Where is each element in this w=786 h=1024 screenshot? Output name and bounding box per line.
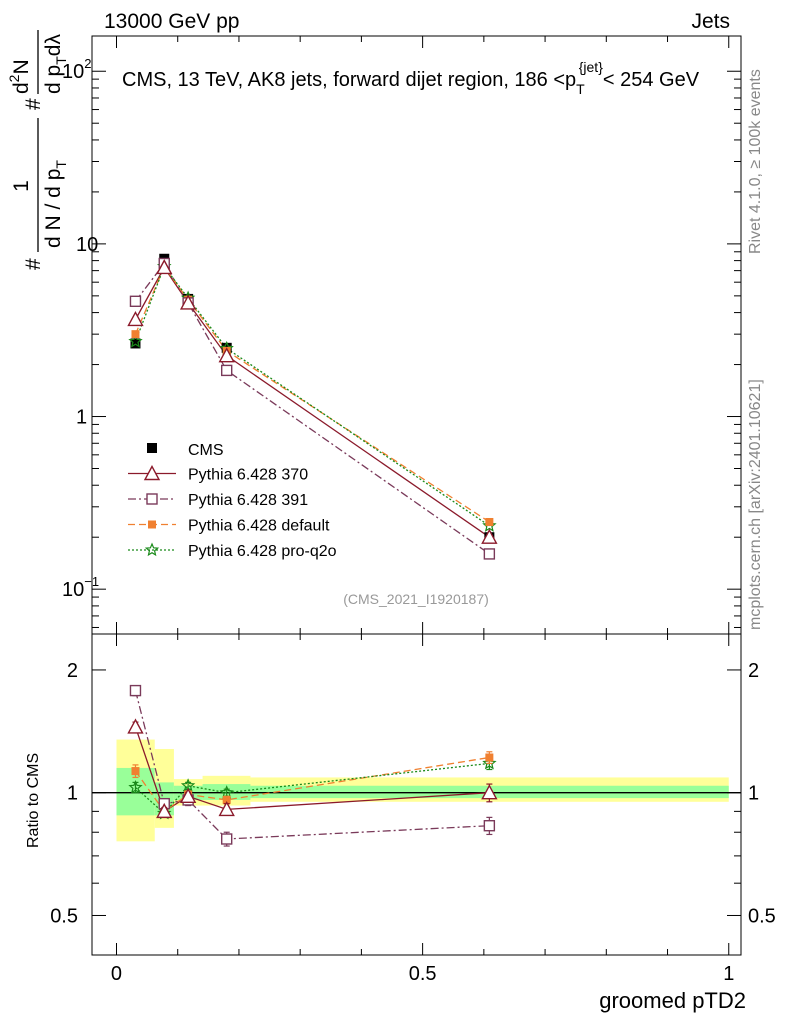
x-tick-label: 0 [111, 963, 122, 985]
plot-title: CMS, 13 TeV, AK8 jets, forward dijet reg… [122, 59, 700, 97]
marker-data [147, 443, 157, 453]
marker-square-filled [485, 753, 494, 762]
ratio-y-tick-label: 2 [67, 660, 78, 682]
marker-triangle [143, 465, 161, 481]
marker-star [144, 542, 160, 557]
header-category: Jets [691, 10, 730, 33]
marker-star [128, 779, 143, 794]
marker-triangle [156, 259, 173, 275]
marker-triangle [218, 800, 235, 817]
series-line-ratio [135, 762, 490, 815]
ratio-y-tick-label-right: 0.5 [748, 905, 776, 927]
svg-text:#: # [22, 258, 45, 270]
marker-square-open [146, 493, 158, 505]
marker-triangle [127, 718, 144, 734]
y-tick-label: 1 [76, 407, 87, 429]
marker-square-filled [131, 767, 140, 776]
marker-square-open [220, 833, 233, 845]
marker-square-filled [222, 795, 231, 804]
marker-triangle [127, 310, 144, 327]
data-markers [127, 253, 498, 847]
legend-label: Pythia 6.428 391 [188, 492, 308, 509]
marker-star [128, 333, 143, 348]
x-tick-label: 1 [723, 963, 734, 985]
marker-data [130, 338, 141, 349]
marker-square-open [483, 820, 496, 832]
marker-triangle [179, 787, 197, 803]
x-axis-label: groomed pTD2 [599, 988, 746, 1013]
marker-triangle [179, 294, 197, 310]
series-line-main [134, 265, 490, 527]
y-tick-label: 10−1 [62, 574, 99, 601]
marker-star [482, 755, 497, 770]
ratio-y-tick-label: 1 [67, 783, 78, 805]
series-line-ratio [134, 690, 490, 840]
marker-triangle [218, 347, 235, 363]
marker-triangle [481, 784, 498, 800]
svg-text:1: 1 [10, 180, 33, 192]
y-tick-label: 10 [76, 234, 98, 256]
series-line-main [134, 262, 490, 555]
ratio-y-tick-label-right: 1 [748, 783, 759, 805]
svg-text:d2N: d2N [6, 59, 33, 94]
marker-square-filled [485, 517, 494, 526]
y-axis-label: # 1 d N / d pT # d2N d pTdλ [6, 30, 69, 270]
svg-text:d pTdλ: d pTdλ [42, 34, 69, 94]
legend-label: Pythia 6.428 pro-q2o [188, 543, 337, 560]
side-rivet-label: Rivet 4.1.0, ≥ 100k events [747, 69, 764, 254]
axis-ticks: 0 0.5 1 10−1 1 10 102 0.5 0.5 1 1 2 2 [50, 36, 776, 985]
analysis-watermark: (CMS_2021_I1920187) [343, 591, 489, 607]
ratio-y-tick-label: 0.5 [50, 905, 78, 927]
legend-label-data: CMS [188, 442, 224, 459]
x-tick-label: 0.5 [409, 963, 437, 985]
side-mcplots-label: mcplots.cern.ch [arXiv:2401.10621] [747, 379, 764, 630]
marker-triangle [156, 802, 173, 819]
marker-square-open [220, 364, 233, 377]
ratio-axis-label: Ratio to CMS [25, 753, 42, 848]
marker-square-open [129, 684, 142, 697]
header-energy: 13000 GeV pp [104, 10, 239, 33]
marker-square-open [129, 295, 142, 307]
svg-text:d N / d pT: d N / d pT [42, 160, 69, 248]
marker-square-filled [131, 330, 140, 339]
ratio-y-tick-label-right: 2 [748, 660, 759, 682]
marker-triangle [481, 528, 498, 544]
marker-square-filled [148, 520, 156, 529]
legend-label: Pythia 6.428 370 [188, 467, 308, 484]
y-tick-label: 102 [62, 56, 91, 83]
legend-label: Pythia 6.428 default [188, 518, 330, 535]
ratio-plot-frame [91, 633, 742, 956]
legend: CMS Pythia 6.428 370 Pythia 6.428 391 Pythi… [128, 442, 337, 560]
marker-star [219, 785, 234, 799]
marker-star [482, 518, 497, 532]
svg-text:#: # [22, 98, 45, 110]
marker-square-open [483, 548, 496, 560]
